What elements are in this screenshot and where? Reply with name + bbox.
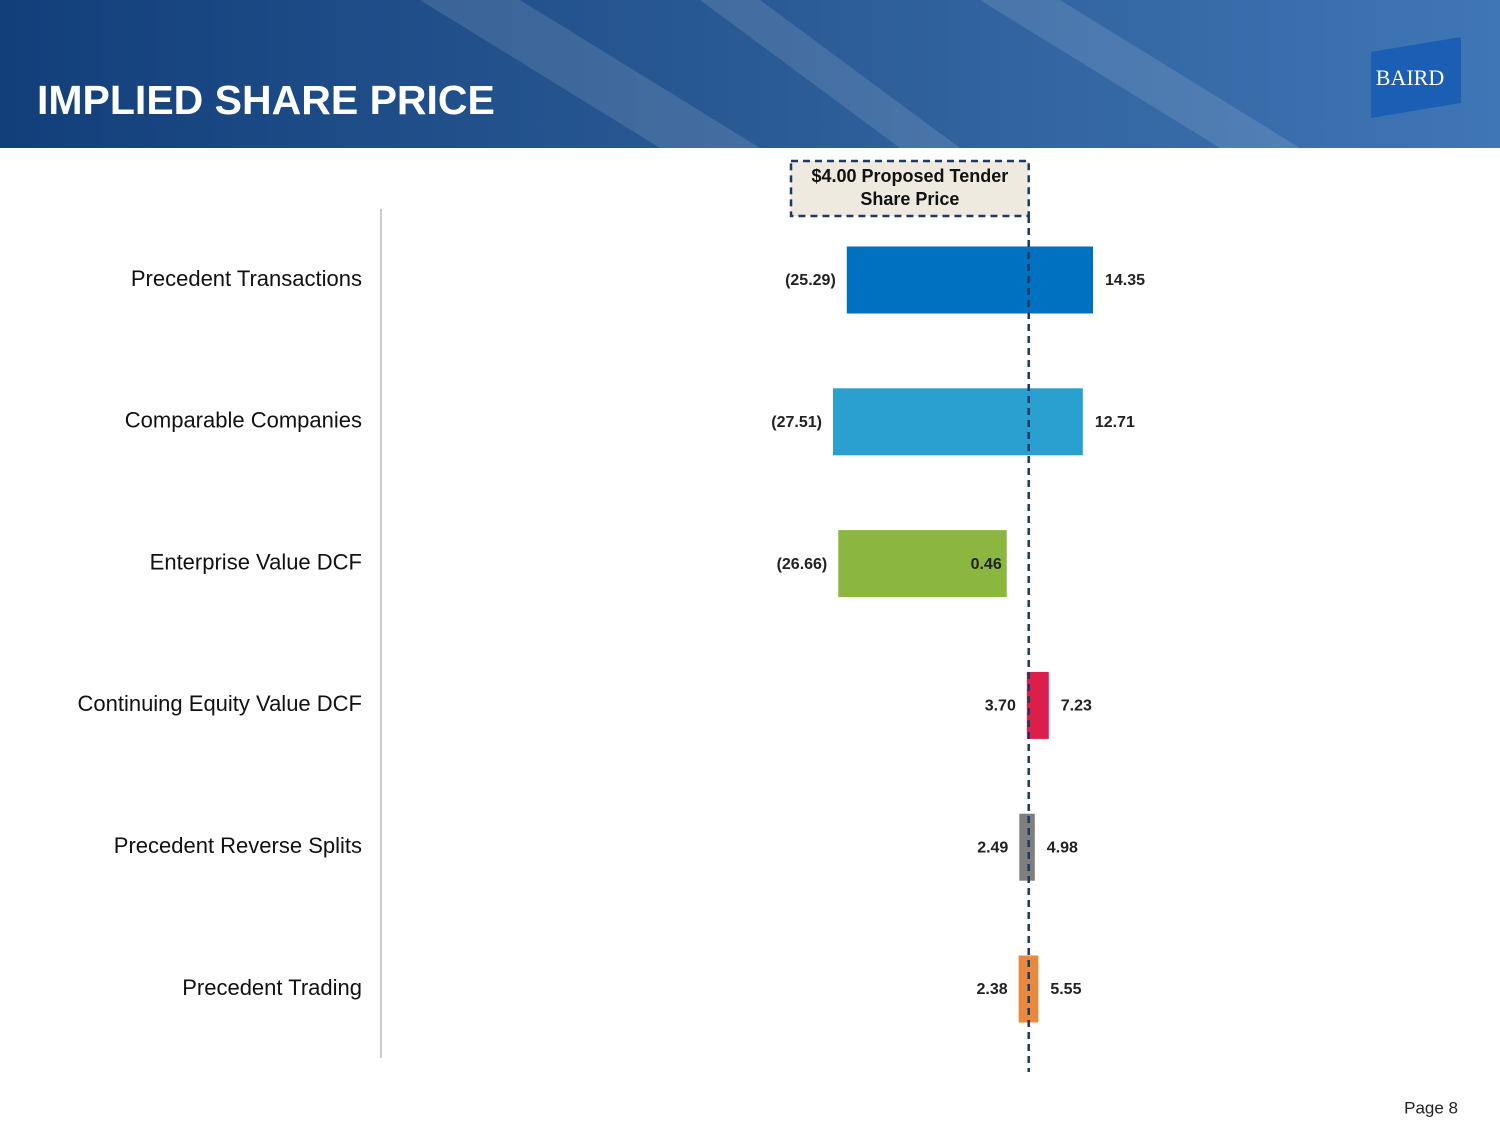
high-label: 12.71: [1095, 414, 1135, 431]
high-label: 0.46: [971, 556, 1002, 573]
category-label: Precedent Transactions: [131, 266, 362, 291]
high-label: 5.55: [1050, 981, 1081, 998]
chart-title: IMPLIED SHARE PRICE: [37, 77, 495, 123]
category-label: Continuing Equity Value DCF: [77, 691, 362, 716]
reference-label: Share Price: [860, 189, 959, 209]
low-label: 2.38: [977, 981, 1008, 998]
high-label: 4.98: [1047, 839, 1078, 856]
category-label: Comparable Companies: [125, 408, 362, 433]
low-label: 2.49: [977, 839, 1008, 856]
category-label: Precedent Trading: [182, 975, 362, 1000]
category-label: Enterprise Value DCF: [150, 549, 362, 574]
reference-label: $4.00 Proposed Tender: [811, 166, 1008, 186]
range-bar: [846, 246, 1093, 314]
low-label: (25.29): [785, 272, 836, 289]
high-label: 14.35: [1105, 272, 1145, 289]
range-bar: [1026, 671, 1049, 739]
header-texture: [420, 0, 1300, 148]
low-label: (26.66): [777, 556, 828, 573]
low-label: (27.51): [771, 414, 822, 431]
page-number: Page 8: [1404, 1098, 1458, 1117]
logo: BAIRD: [1376, 65, 1444, 90]
category-label: Precedent Reverse Splits: [114, 833, 362, 858]
range-bar: [838, 530, 1007, 598]
low-label: 3.70: [985, 698, 1016, 715]
high-label: 7.23: [1061, 698, 1092, 715]
range-bar: [833, 388, 1083, 456]
range-bar: [1019, 813, 1035, 881]
logo-badge: [1371, 37, 1461, 118]
header-band: [0, 0, 1500, 148]
reference-box: [789, 159, 1030, 218]
